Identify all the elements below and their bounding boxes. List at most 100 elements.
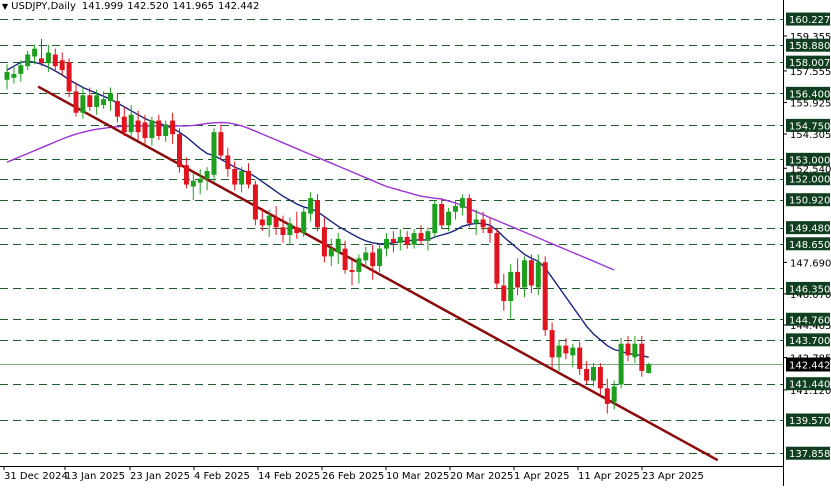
candle-body [218, 132, 224, 156]
candle-body [418, 233, 424, 241]
candle-body [108, 93, 113, 102]
candle-body [356, 258, 362, 272]
candle [604, 378, 610, 414]
candle [301, 207, 307, 237]
candle-body [39, 58, 44, 64]
candle [570, 343, 576, 368]
level-label: 144.760 [789, 315, 830, 326]
candle [632, 335, 638, 364]
candle-body [459, 198, 465, 208]
candle [170, 112, 176, 144]
candle [32, 44, 38, 65]
candle-body [508, 271, 514, 302]
candle [39, 38, 44, 67]
candle-body [32, 48, 38, 57]
price-tick-label: 141.120 [790, 386, 831, 397]
level-label-box [786, 152, 830, 166]
candle-body [239, 170, 245, 185]
candle-body [611, 386, 617, 402]
candle-body [370, 252, 376, 267]
candle [190, 172, 196, 201]
candle-body [11, 73, 17, 78]
candle [363, 246, 369, 269]
candle [197, 169, 203, 195]
candle-body [577, 347, 583, 369]
time-tick-label: 11 Apr 2025 [578, 471, 640, 482]
candle [211, 128, 217, 183]
candle-body [515, 271, 521, 288]
candle-body [501, 285, 507, 302]
level-label-box [786, 193, 830, 207]
level-label-box [786, 38, 830, 52]
candle [466, 194, 472, 228]
candle-body [259, 219, 265, 226]
candle-body [273, 217, 279, 228]
candle-body [280, 227, 286, 236]
candle [59, 52, 65, 76]
level-label-box [786, 281, 830, 295]
price-tick-label: 157.555 [790, 67, 831, 78]
candle [584, 361, 590, 385]
candle-body [308, 198, 314, 214]
collapse-triangle-icon[interactable]: ▼ [2, 2, 9, 11]
candle-body [315, 200, 320, 228]
candle-body [25, 54, 31, 67]
candle-body [535, 262, 541, 288]
candle-body [453, 205, 458, 212]
candle-body [190, 180, 196, 187]
candle [563, 337, 569, 360]
candle-body [432, 203, 438, 234]
candle-body [80, 95, 86, 113]
candle-body [142, 122, 148, 138]
level-label: 141.440 [789, 380, 830, 391]
candle-body [73, 91, 79, 113]
descending-trendline [37, 85, 719, 462]
candle-body [114, 101, 120, 117]
level-label-box [786, 12, 830, 26]
candle [114, 93, 120, 123]
level-label: 146.350 [789, 284, 830, 295]
candle [66, 58, 72, 98]
candle-body [252, 184, 258, 220]
candle-body [584, 368, 590, 381]
candle [73, 83, 79, 117]
time-tick-label: 10 Mar 2025 [386, 471, 449, 482]
time-tick-label: 14 Feb 2025 [258, 471, 320, 482]
candle [549, 322, 555, 369]
candle [542, 256, 548, 336]
candle-body [225, 155, 231, 170]
candle [508, 264, 514, 319]
candle-body [121, 116, 127, 133]
candle [52, 48, 58, 71]
candle-body [390, 238, 396, 243]
candle [142, 114, 148, 144]
candle [177, 128, 182, 173]
candle-body [135, 120, 141, 133]
fast-moving-average-line [6, 60, 649, 358]
open-value: 141.999 [81, 1, 124, 12]
current-price-box [786, 357, 830, 372]
candle-body [170, 120, 176, 135]
candle-body [183, 165, 189, 185]
candle [25, 50, 31, 71]
candle-body [563, 345, 569, 354]
candle [280, 215, 286, 243]
candle-body [363, 252, 369, 261]
candle-body [446, 211, 452, 226]
candle-body [211, 132, 217, 175]
level-label: 160.227 [789, 15, 830, 26]
price-tick-label: 155.925 [790, 99, 831, 110]
candle-body [94, 95, 100, 107]
candle-body [542, 262, 548, 331]
candle-body [349, 269, 355, 272]
candle-body [570, 347, 576, 356]
candle-body [266, 215, 272, 226]
candle [273, 205, 279, 236]
candle-body [18, 65, 24, 74]
level-label: 150.920 [789, 196, 830, 207]
candle [156, 114, 162, 140]
symbol-label: USDJPY,Daily [11, 1, 76, 12]
close-value: 142.442 [217, 1, 260, 12]
price-tick-label: 154.305 [790, 130, 831, 141]
